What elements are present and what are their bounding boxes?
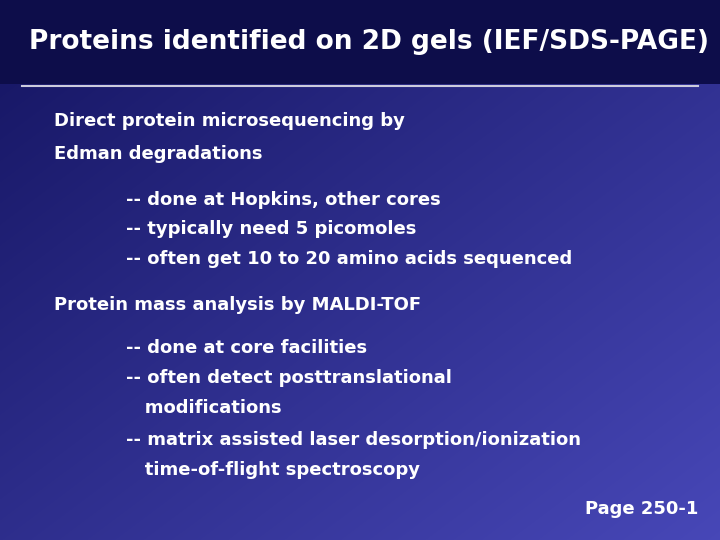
Text: -- often detect posttranslational: -- often detect posttranslational bbox=[126, 369, 452, 387]
Bar bbox=[0, 0, 720, 84]
Text: Direct protein microsequencing by: Direct protein microsequencing by bbox=[54, 112, 405, 131]
Text: -- matrix assisted laser desorption/ionization: -- matrix assisted laser desorption/ioni… bbox=[126, 431, 581, 449]
Text: Edman degradations: Edman degradations bbox=[54, 145, 263, 163]
Text: -- done at core facilities: -- done at core facilities bbox=[126, 339, 367, 357]
Text: Page 250-1: Page 250-1 bbox=[585, 501, 698, 518]
Text: Proteins identified on 2D gels (IEF/SDS-PAGE): Proteins identified on 2D gels (IEF/SDS-… bbox=[29, 29, 708, 55]
Text: modifications: modifications bbox=[126, 399, 282, 417]
Text: -- typically need 5 picomoles: -- typically need 5 picomoles bbox=[126, 220, 416, 239]
Text: time-of-flight spectroscopy: time-of-flight spectroscopy bbox=[126, 461, 420, 479]
Text: Protein mass analysis by MALDI-TOF: Protein mass analysis by MALDI-TOF bbox=[54, 296, 421, 314]
Text: -- done at Hopkins, other cores: -- done at Hopkins, other cores bbox=[126, 191, 441, 209]
Text: -- often get 10 to 20 amino acids sequenced: -- often get 10 to 20 amino acids sequen… bbox=[126, 250, 572, 268]
